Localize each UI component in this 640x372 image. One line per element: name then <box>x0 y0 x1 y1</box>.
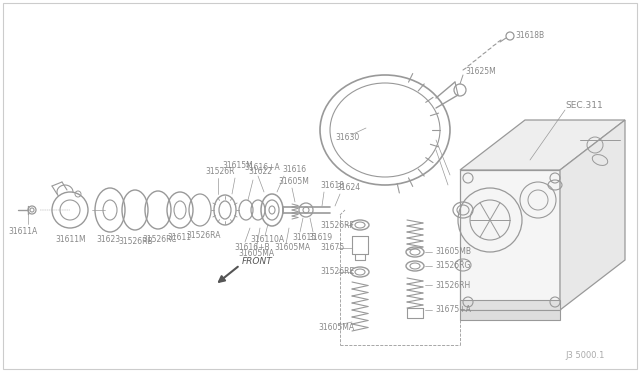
Text: 31605MA: 31605MA <box>274 244 310 253</box>
Polygon shape <box>460 300 560 310</box>
Text: 31622: 31622 <box>248 167 272 176</box>
Text: 31526RF: 31526RF <box>320 221 354 230</box>
Text: 31623: 31623 <box>96 235 120 244</box>
Text: 31526RC: 31526RC <box>142 235 177 244</box>
Text: J3 5000.1: J3 5000.1 <box>565 350 604 359</box>
Text: 31526RA: 31526RA <box>186 231 221 241</box>
Text: 31605MA: 31605MA <box>318 324 354 333</box>
Text: 31625M: 31625M <box>465 67 496 77</box>
Polygon shape <box>560 120 625 310</box>
Text: 31675: 31675 <box>320 244 344 253</box>
Text: 31618: 31618 <box>320 182 344 190</box>
Text: 31526RH: 31526RH <box>435 280 470 289</box>
Polygon shape <box>460 310 560 320</box>
Polygon shape <box>460 120 625 170</box>
Text: 31616: 31616 <box>282 166 306 174</box>
Text: 31630: 31630 <box>335 134 359 142</box>
Text: 31615M: 31615M <box>222 161 253 170</box>
Text: 31624: 31624 <box>336 183 360 192</box>
Text: 31526RB: 31526RB <box>118 237 152 247</box>
Text: 316110A: 316110A <box>250 235 284 244</box>
Text: 31615: 31615 <box>292 234 316 243</box>
Text: 31526RG: 31526RG <box>435 262 470 270</box>
Text: 31616+A: 31616+A <box>244 164 280 173</box>
Text: 31616+B: 31616+B <box>234 244 269 253</box>
Text: 31619: 31619 <box>308 234 332 243</box>
Text: 31605MA: 31605MA <box>238 250 274 259</box>
Text: SEC.311: SEC.311 <box>565 100 603 109</box>
Text: 31675+A: 31675+A <box>435 305 471 314</box>
Text: 31526R: 31526R <box>205 167 234 176</box>
Text: 31611: 31611 <box>167 234 191 243</box>
Text: 31605M: 31605M <box>278 177 309 186</box>
Text: 31611M: 31611M <box>55 235 86 244</box>
Text: 31605MB: 31605MB <box>435 247 471 257</box>
Text: 31611A: 31611A <box>8 228 37 237</box>
Polygon shape <box>460 170 560 310</box>
Text: 31526RE: 31526RE <box>320 267 355 276</box>
Text: FRONT: FRONT <box>242 257 273 266</box>
Text: 31618B: 31618B <box>515 31 544 39</box>
